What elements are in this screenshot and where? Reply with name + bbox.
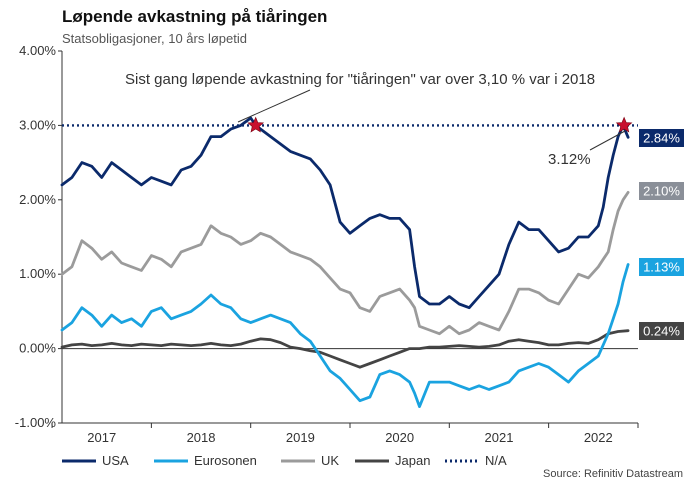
end-label-box-japan bbox=[639, 322, 684, 340]
series-line-uk bbox=[60, 190, 630, 336]
x-tick-label: 2020 bbox=[385, 430, 414, 445]
series-line-eurosonen bbox=[60, 263, 630, 409]
star-marker bbox=[615, 116, 633, 133]
y-tick-label: 4.00% bbox=[19, 43, 56, 58]
series-line-japan bbox=[60, 329, 630, 369]
series-line-usa bbox=[60, 116, 630, 310]
axes: -1.00% 0.00% 1.00% 2.00% 3.00% 4.00% 2017 2018 2… bbox=[15, 43, 639, 445]
end-label-box-usa bbox=[639, 129, 684, 147]
annotation-latest: 3.12% bbox=[548, 151, 591, 168]
y-tick-label: 0.00% bbox=[19, 341, 56, 356]
end-label-box-uk bbox=[639, 182, 684, 200]
legend-label-uk: UK bbox=[321, 453, 339, 468]
end-label-usa: 2.84% bbox=[643, 131, 680, 146]
y-tick-label: 1.00% bbox=[19, 266, 56, 281]
end-labels: 2.84% 1.13% 2.10% 0.24% bbox=[639, 129, 684, 340]
x-tick-label: 2017 bbox=[87, 430, 116, 445]
source-note: Source: Refinitiv Datastream bbox=[543, 468, 683, 480]
legend-label-usa: USA bbox=[102, 453, 129, 468]
end-label-uk: 2.10% bbox=[643, 184, 680, 199]
legend-label-japan: Japan bbox=[395, 453, 430, 468]
legend-label-threshold: N/A bbox=[485, 453, 507, 468]
x-tick-label: 2018 bbox=[187, 430, 216, 445]
annotation-leader bbox=[237, 89, 311, 123]
end-label-japan: 0.24% bbox=[643, 324, 680, 339]
y-tick-label: 3.00% bbox=[19, 117, 56, 132]
chart-title: Løpende avkastning på tiåringen bbox=[62, 7, 327, 26]
legend-label-eurosonen: Eurosonen bbox=[194, 453, 257, 468]
series-lines bbox=[60, 116, 638, 409]
y-tick-label: -1.00% bbox=[15, 415, 57, 430]
chart-subtitle: Statsobligasjoner, 10 års løpetid bbox=[62, 31, 247, 46]
end-label-eurosonen: 1.13% bbox=[643, 260, 680, 275]
x-tick-label: 2022 bbox=[584, 430, 613, 445]
x-tick-label: 2021 bbox=[485, 430, 514, 445]
legend: USA Eurosonen UK Japan N/A bbox=[62, 453, 507, 468]
x-tick-label: 2019 bbox=[286, 430, 315, 445]
y-tick-label: 2.00% bbox=[19, 192, 56, 207]
annotation-latest-leader bbox=[589, 130, 626, 151]
end-label-box-eurosonen bbox=[639, 258, 684, 276]
star-marker bbox=[247, 116, 265, 133]
markers bbox=[247, 116, 633, 133]
annotation-main: Sist gang løpende avkastning for "tiårin… bbox=[125, 71, 595, 88]
